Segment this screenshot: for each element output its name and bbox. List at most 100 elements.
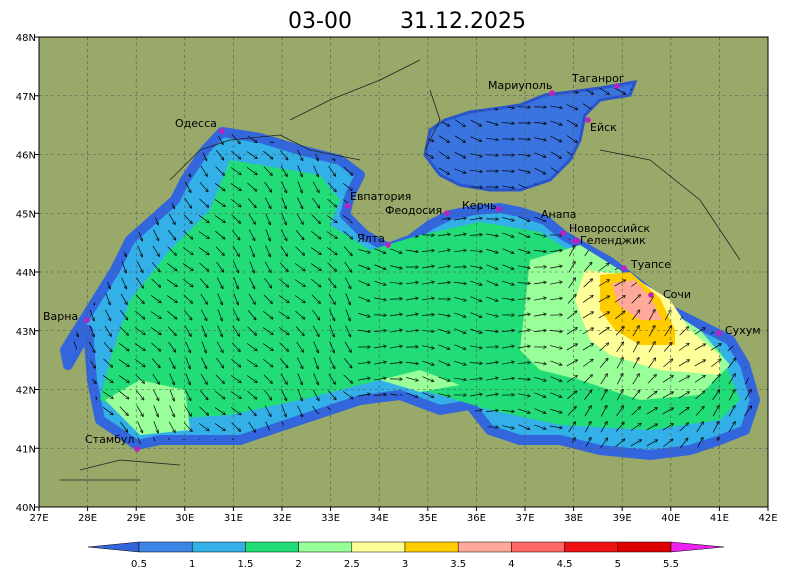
arrow — [248, 293, 255, 304]
arrow — [232, 325, 240, 336]
lon-label: 34E — [370, 513, 389, 524]
arrow — [648, 326, 654, 337]
arrow — [632, 310, 639, 320]
arrow — [631, 390, 639, 400]
arrow — [501, 171, 514, 172]
arrow — [390, 346, 402, 349]
arrow — [679, 423, 689, 432]
lat-label: 44N — [16, 268, 36, 279]
arrow — [281, 181, 287, 193]
arrow — [616, 390, 623, 401]
arrow — [647, 391, 656, 399]
lon-label: 30E — [175, 513, 194, 524]
arrow — [152, 245, 159, 256]
cbar-seg — [351, 541, 406, 553]
arrow — [406, 314, 418, 317]
arrow — [233, 277, 238, 288]
arrow — [185, 373, 191, 384]
arrow — [502, 264, 513, 269]
arrow — [182, 263, 193, 271]
arrow — [201, 309, 206, 321]
arrow — [648, 310, 655, 321]
zone-4 — [612, 280, 662, 320]
arrow — [663, 342, 672, 352]
title-date: 31.12.2025 — [400, 9, 526, 34]
arrow — [168, 230, 175, 240]
arrow — [264, 389, 271, 400]
arrow — [231, 150, 240, 159]
arrow — [679, 327, 689, 336]
arrow — [646, 424, 658, 431]
arrow — [630, 440, 641, 447]
city-dot — [585, 117, 591, 123]
lat-label: 46N — [16, 151, 36, 162]
arrow — [567, 407, 576, 416]
arrow — [501, 410, 514, 411]
arrow — [616, 374, 622, 385]
arrow — [327, 182, 336, 192]
arrow — [648, 342, 655, 353]
arrow — [711, 375, 720, 384]
arrow — [632, 374, 639, 385]
arrow — [518, 232, 529, 238]
arrow — [296, 341, 304, 352]
arrow — [470, 119, 481, 126]
arrow — [294, 263, 305, 270]
arrow — [694, 328, 705, 335]
arrow — [469, 235, 482, 236]
city-dot — [385, 242, 391, 248]
arrow — [696, 422, 704, 433]
arrow — [199, 278, 208, 287]
cbar-label: 5.5 — [663, 559, 679, 570]
arrow — [265, 245, 271, 256]
arrow — [263, 358, 272, 367]
arrow — [216, 261, 223, 272]
arrow — [169, 389, 174, 400]
arrow — [103, 342, 112, 351]
arrow — [279, 342, 289, 351]
arrow — [279, 358, 288, 367]
arrow — [663, 439, 672, 448]
arrow — [486, 296, 497, 301]
arrow — [598, 296, 610, 303]
title-time: 03-00 — [288, 9, 352, 34]
arrow — [518, 248, 529, 253]
arrow — [678, 376, 690, 383]
arrow — [249, 245, 254, 256]
city-dot — [621, 265, 627, 271]
arrow — [438, 151, 449, 159]
arrow — [230, 183, 241, 191]
city-label: Ялта — [357, 232, 385, 245]
arrow — [614, 296, 625, 303]
arrow — [151, 278, 161, 287]
arrow — [102, 407, 113, 414]
arrow — [183, 230, 192, 239]
arrow — [249, 277, 254, 289]
city-dot — [648, 292, 654, 298]
arrow — [374, 362, 386, 365]
arrow — [485, 155, 498, 156]
arrow — [231, 214, 241, 223]
arrow — [326, 231, 337, 239]
arrow — [246, 135, 257, 142]
arrow — [550, 360, 561, 365]
arrow — [246, 167, 257, 174]
arrow — [311, 278, 320, 287]
arrow — [582, 359, 593, 367]
arrow — [550, 105, 562, 108]
arrow — [182, 247, 193, 255]
arrow — [390, 248, 401, 253]
arrow — [662, 424, 673, 431]
arrow — [150, 311, 161, 319]
arrow — [328, 293, 335, 304]
arrow — [470, 345, 482, 348]
arrow — [728, 374, 735, 385]
arrow — [183, 422, 192, 432]
arrow — [121, 261, 126, 272]
arrow — [344, 341, 351, 352]
arrow — [374, 346, 386, 349]
arrow — [744, 406, 752, 417]
arrow — [678, 407, 689, 415]
arrow — [470, 312, 481, 318]
city-dot — [716, 330, 722, 336]
